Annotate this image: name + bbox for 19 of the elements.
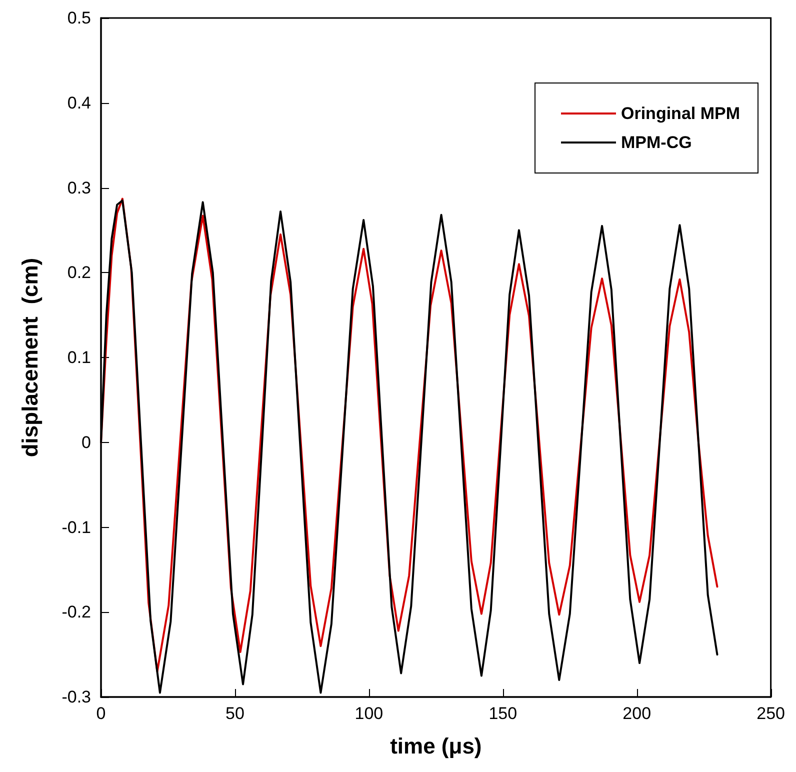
y-tick-label: -0.2	[62, 602, 91, 622]
y-tick-label: 0.4	[67, 93, 91, 112]
y-axis-title: displacement (cm)	[18, 258, 42, 458]
y-tick-label: 0.2	[67, 263, 91, 282]
y-tick-label: 0	[82, 432, 91, 452]
legend-label: Oringinal MPM	[621, 104, 740, 123]
x-tick-label: 0	[96, 704, 106, 723]
x-tick-label: 150	[488, 704, 518, 723]
y-tick-label: 0.3	[67, 178, 91, 198]
y-tick-label: 0.1	[67, 348, 91, 367]
x-tick-label: 200	[622, 704, 652, 723]
y-tick-label: -0.3	[62, 688, 91, 706]
x-axis-title: time (μs)	[390, 734, 482, 758]
y-tick-label: -0.1	[62, 518, 91, 537]
x-tick-label: 250	[756, 704, 786, 723]
legend-label: MPM-CG	[621, 133, 692, 152]
y-tick-label: 0.5	[67, 8, 91, 28]
x-tick-label: 100	[354, 704, 384, 723]
x-tick-label: 50	[226, 704, 244, 723]
